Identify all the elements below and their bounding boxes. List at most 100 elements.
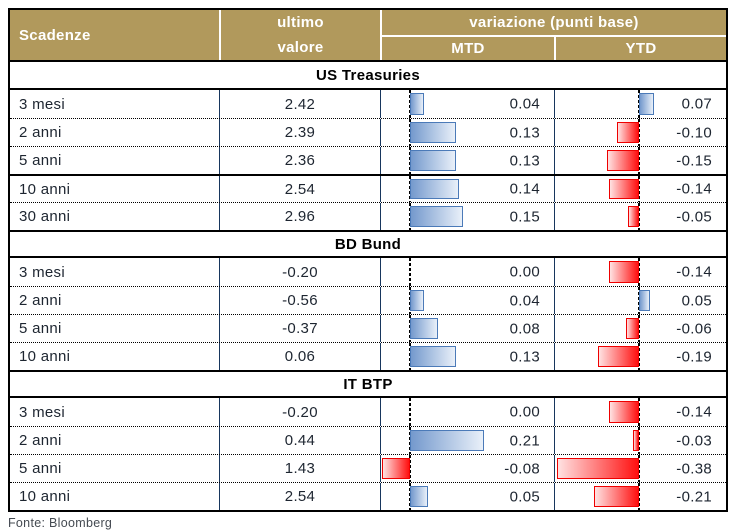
section-title: BD Bund xyxy=(10,230,726,258)
mtd-bar-area xyxy=(382,176,484,202)
header-mtd: MTD xyxy=(380,35,554,60)
mtd-value: 0.13 xyxy=(509,152,540,169)
mtd-cell: 0.00 xyxy=(380,258,554,286)
ytd-negative-bar xyxy=(628,206,639,227)
maturity-label: 5 anni xyxy=(19,320,62,337)
last-value: 0.44 xyxy=(219,427,380,454)
zero-axis-line xyxy=(638,455,640,482)
table-row: 5 anni -0.37 0.08 -0.06 xyxy=(10,314,726,342)
ytd-cell: -0.05 xyxy=(554,203,726,230)
mtd-bar-area xyxy=(382,483,484,510)
mtd-bar-area xyxy=(382,203,484,230)
ytd-bar-area xyxy=(557,427,654,454)
maturity-label: 5 anni xyxy=(19,152,62,169)
last-value: 2.36 xyxy=(219,147,380,174)
mtd-bar-area xyxy=(382,258,484,286)
ytd-cell: -0.06 xyxy=(554,315,726,342)
mtd-cell: 0.21 xyxy=(380,427,554,454)
mtd-positive-bar xyxy=(410,93,424,115)
zero-axis-line xyxy=(638,427,640,454)
ytd-cell: -0.14 xyxy=(554,258,726,286)
maturity-label: 3 mesi xyxy=(19,403,65,421)
mtd-positive-bar xyxy=(410,486,428,507)
mtd-value: 0.05 xyxy=(509,488,540,505)
zero-axis-line xyxy=(638,147,640,174)
last-value: -0.56 xyxy=(219,287,380,314)
zero-axis-line xyxy=(409,398,411,426)
header-last-value-line1: ultimo xyxy=(277,13,324,31)
ytd-bar-area xyxy=(557,203,654,230)
bond-yields-table: Scadenze ultimo valore variazione (punti… xyxy=(8,8,728,512)
ytd-value: -0.03 xyxy=(676,432,712,449)
ytd-cell: -0.14 xyxy=(554,176,726,202)
ytd-cell: 0.07 xyxy=(554,90,726,118)
mtd-cell: 0.13 xyxy=(380,147,554,174)
zero-axis-line xyxy=(638,343,640,370)
maturity-label: 2 anni xyxy=(19,432,62,449)
mtd-value: 0.08 xyxy=(509,320,540,337)
mtd-cell: 0.14 xyxy=(380,176,554,202)
ytd-negative-bar xyxy=(626,318,639,339)
mtd-positive-bar xyxy=(410,150,456,171)
mtd-positive-bar xyxy=(410,346,456,367)
mtd-bar-area xyxy=(382,427,484,454)
mtd-cell: 0.08 xyxy=(380,315,554,342)
ytd-value: 0.05 xyxy=(681,292,712,309)
ytd-negative-bar xyxy=(557,458,639,479)
ytd-bar-area xyxy=(557,258,654,286)
table-row: 3 mesi -0.20 0.00 -0.14 xyxy=(10,398,726,426)
maturity-label: 10 anni xyxy=(19,348,71,365)
maturity-label: 2 anni xyxy=(19,124,62,141)
header-last-value-line2: valore xyxy=(277,39,324,56)
header-variation: variazione (punti base) xyxy=(380,10,726,35)
ytd-value: -0.14 xyxy=(676,403,712,421)
mtd-bar-area xyxy=(382,455,484,482)
zero-axis-line xyxy=(638,258,640,286)
mtd-value: -0.08 xyxy=(504,460,540,477)
last-value: -0.20 xyxy=(219,258,380,286)
table-row: 10 anni 0.06 0.13 -0.19 xyxy=(10,342,726,370)
ytd-value: -0.14 xyxy=(676,263,712,281)
table-row: 3 mesi -0.20 0.00 -0.14 xyxy=(10,258,726,286)
mtd-value: 0.04 xyxy=(509,95,540,113)
table-body: US Treasuries 3 mesi 2.42 0.04 0.07 2 anni 2.3… xyxy=(10,62,726,510)
ytd-bar-area xyxy=(557,119,654,146)
last-value: 2.42 xyxy=(219,90,380,118)
mtd-bar-area xyxy=(382,398,484,426)
ytd-cell: -0.19 xyxy=(554,343,726,370)
ytd-negative-bar xyxy=(598,346,639,367)
mtd-cell: 0.05 xyxy=(380,483,554,510)
ytd-positive-bar xyxy=(639,290,650,311)
ytd-value: -0.06 xyxy=(676,320,712,337)
table-row: 5 anni 1.43 -0.08 -0.38 xyxy=(10,454,726,482)
ytd-bar-area xyxy=(557,455,654,482)
last-value: 2.39 xyxy=(219,119,380,146)
ytd-value: -0.19 xyxy=(676,348,712,365)
ytd-cell: -0.15 xyxy=(554,147,726,174)
ytd-bar-area xyxy=(557,176,654,202)
ytd-bar-area xyxy=(557,343,654,370)
ytd-cell: -0.03 xyxy=(554,427,726,454)
zero-axis-line xyxy=(409,258,411,286)
ytd-cell: 0.05 xyxy=(554,287,726,314)
maturity-label: 3 mesi xyxy=(19,263,65,281)
zero-axis-line xyxy=(638,315,640,342)
ytd-value: -0.14 xyxy=(676,180,712,198)
ytd-cell: -0.10 xyxy=(554,119,726,146)
mtd-cell: -0.08 xyxy=(380,455,554,482)
mtd-value: 0.21 xyxy=(509,432,540,449)
mtd-bar-area xyxy=(382,90,484,118)
ytd-negative-bar xyxy=(633,430,639,451)
mtd-value: 0.00 xyxy=(509,403,540,421)
header-maturity: Scadenze xyxy=(19,26,91,44)
source-note: Fonte: Bloomberg xyxy=(8,516,113,530)
ytd-negative-bar xyxy=(609,401,639,423)
section-title: IT BTP xyxy=(10,370,726,398)
table-row: 2 anni 0.44 0.21 -0.03 xyxy=(10,426,726,454)
maturity-label: 10 anni xyxy=(19,180,71,198)
ytd-cell: -0.14 xyxy=(554,398,726,426)
ytd-bar-area xyxy=(557,147,654,174)
mtd-positive-bar xyxy=(410,318,438,339)
mtd-value: 0.00 xyxy=(509,263,540,281)
